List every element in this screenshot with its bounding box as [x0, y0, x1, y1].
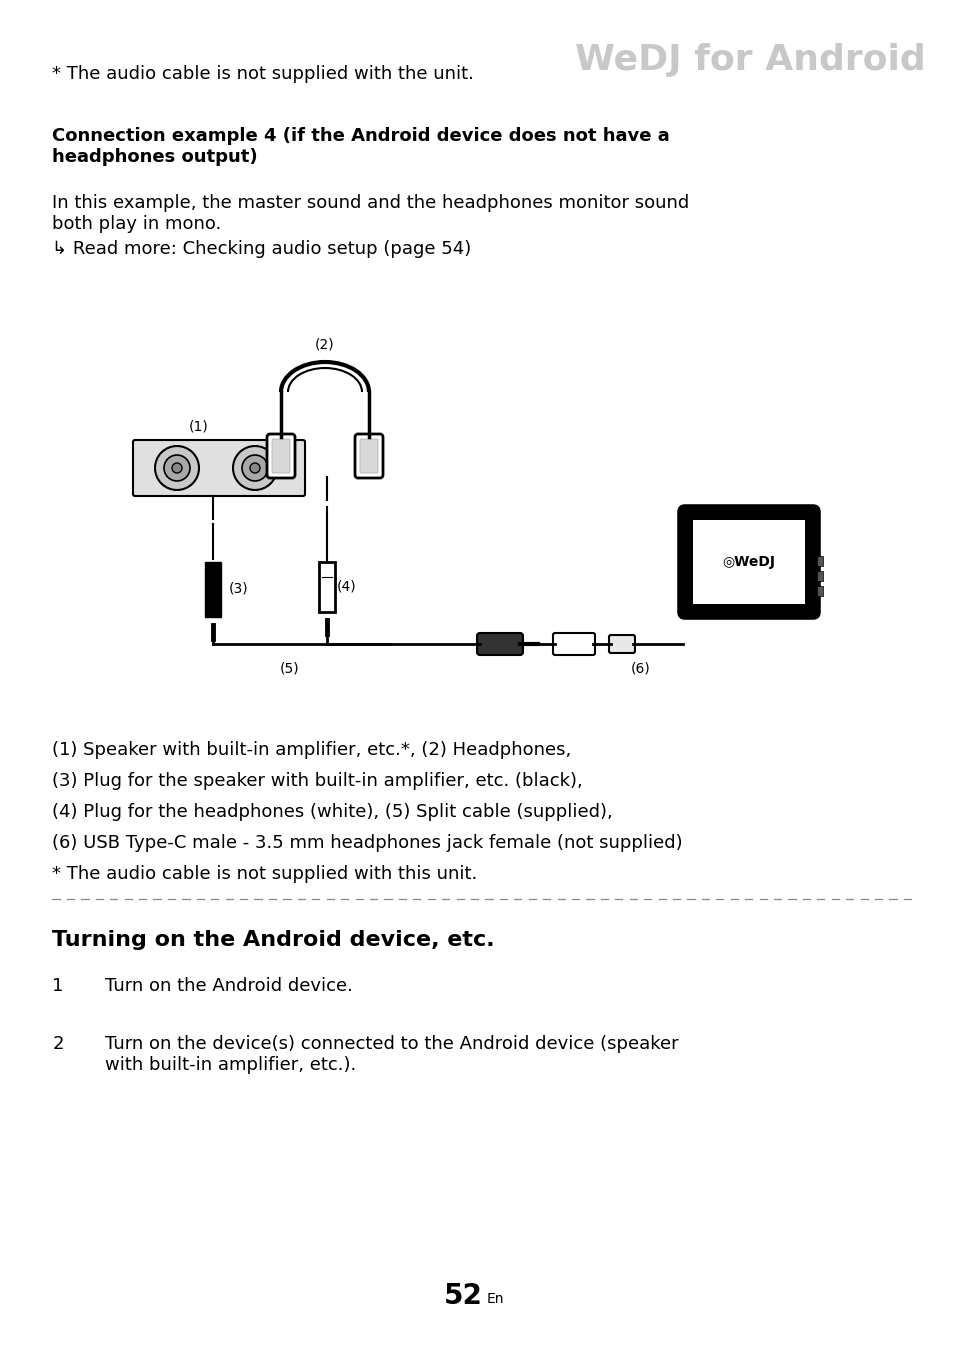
Text: (6) USB Type-C male - 3.5 mm headphones jack female (not supplied): (6) USB Type-C male - 3.5 mm headphones …	[52, 834, 682, 852]
Bar	[318, 562, 335, 612]
Text: (5): (5)	[280, 662, 299, 675]
Text: (4): (4)	[336, 580, 356, 594]
Text: WeDJ for Android: WeDJ for Android	[574, 43, 924, 77]
Bar	[816, 555, 822, 566]
FancyBboxPatch shape	[272, 439, 290, 473]
FancyBboxPatch shape	[476, 634, 522, 655]
FancyBboxPatch shape	[553, 634, 595, 655]
Bar	[816, 586, 822, 596]
Text: Turn on the Android device.: Turn on the Android device.	[105, 977, 353, 995]
Text: Connection example 4 (if the Android device does not have a
headphones output): Connection example 4 (if the Android dev…	[52, 127, 670, 166]
Text: ◎WeDJ: ◎WeDJ	[721, 555, 775, 569]
Text: 1: 1	[52, 977, 64, 995]
Text: 2: 2	[52, 1035, 64, 1053]
Text: 52: 52	[443, 1282, 482, 1310]
Text: (1): (1)	[189, 421, 209, 434]
Text: * The audio cable is not supplied with this unit.: * The audio cable is not supplied with t…	[52, 865, 477, 883]
Circle shape	[172, 462, 182, 473]
Circle shape	[164, 456, 190, 481]
Text: (3) Plug for the speaker with built-in amplifier, etc. (black),: (3) Plug for the speaker with built-in a…	[52, 772, 582, 790]
Circle shape	[250, 462, 260, 473]
Text: ↳ Read more: Checking audio setup (page 54): ↳ Read more: Checking audio setup (page …	[52, 240, 471, 257]
FancyBboxPatch shape	[679, 507, 817, 617]
Bar	[816, 572, 822, 581]
Text: En: En	[486, 1293, 503, 1306]
Text: (3): (3)	[229, 582, 249, 596]
Bar	[205, 562, 221, 617]
Text: (1) Speaker with built-in amplifier, etc.*, (2) Headphones,: (1) Speaker with built-in amplifier, etc…	[52, 741, 571, 759]
Text: In this example, the master sound and the headphones monitor sound
both play in : In this example, the master sound and th…	[52, 194, 689, 233]
Text: (4) Plug for the headphones (white), (5) Split cable (supplied),: (4) Plug for the headphones (white), (5)…	[52, 803, 613, 821]
Circle shape	[233, 446, 276, 491]
FancyBboxPatch shape	[267, 434, 294, 479]
Text: Turning on the Android device, etc.: Turning on the Android device, etc.	[52, 930, 495, 950]
Circle shape	[154, 446, 199, 491]
Text: (6): (6)	[631, 662, 650, 675]
FancyBboxPatch shape	[608, 635, 635, 652]
Text: * The audio cable is not supplied with the unit.: * The audio cable is not supplied with t…	[52, 65, 474, 82]
Bar	[692, 520, 804, 604]
FancyBboxPatch shape	[132, 439, 305, 496]
Circle shape	[242, 456, 268, 481]
Text: Turn on the device(s) connected to the Android device (speaker
with built-in amp: Turn on the device(s) connected to the A…	[105, 1035, 678, 1074]
FancyBboxPatch shape	[359, 439, 377, 473]
Text: (2): (2)	[314, 338, 335, 352]
FancyBboxPatch shape	[355, 434, 382, 479]
